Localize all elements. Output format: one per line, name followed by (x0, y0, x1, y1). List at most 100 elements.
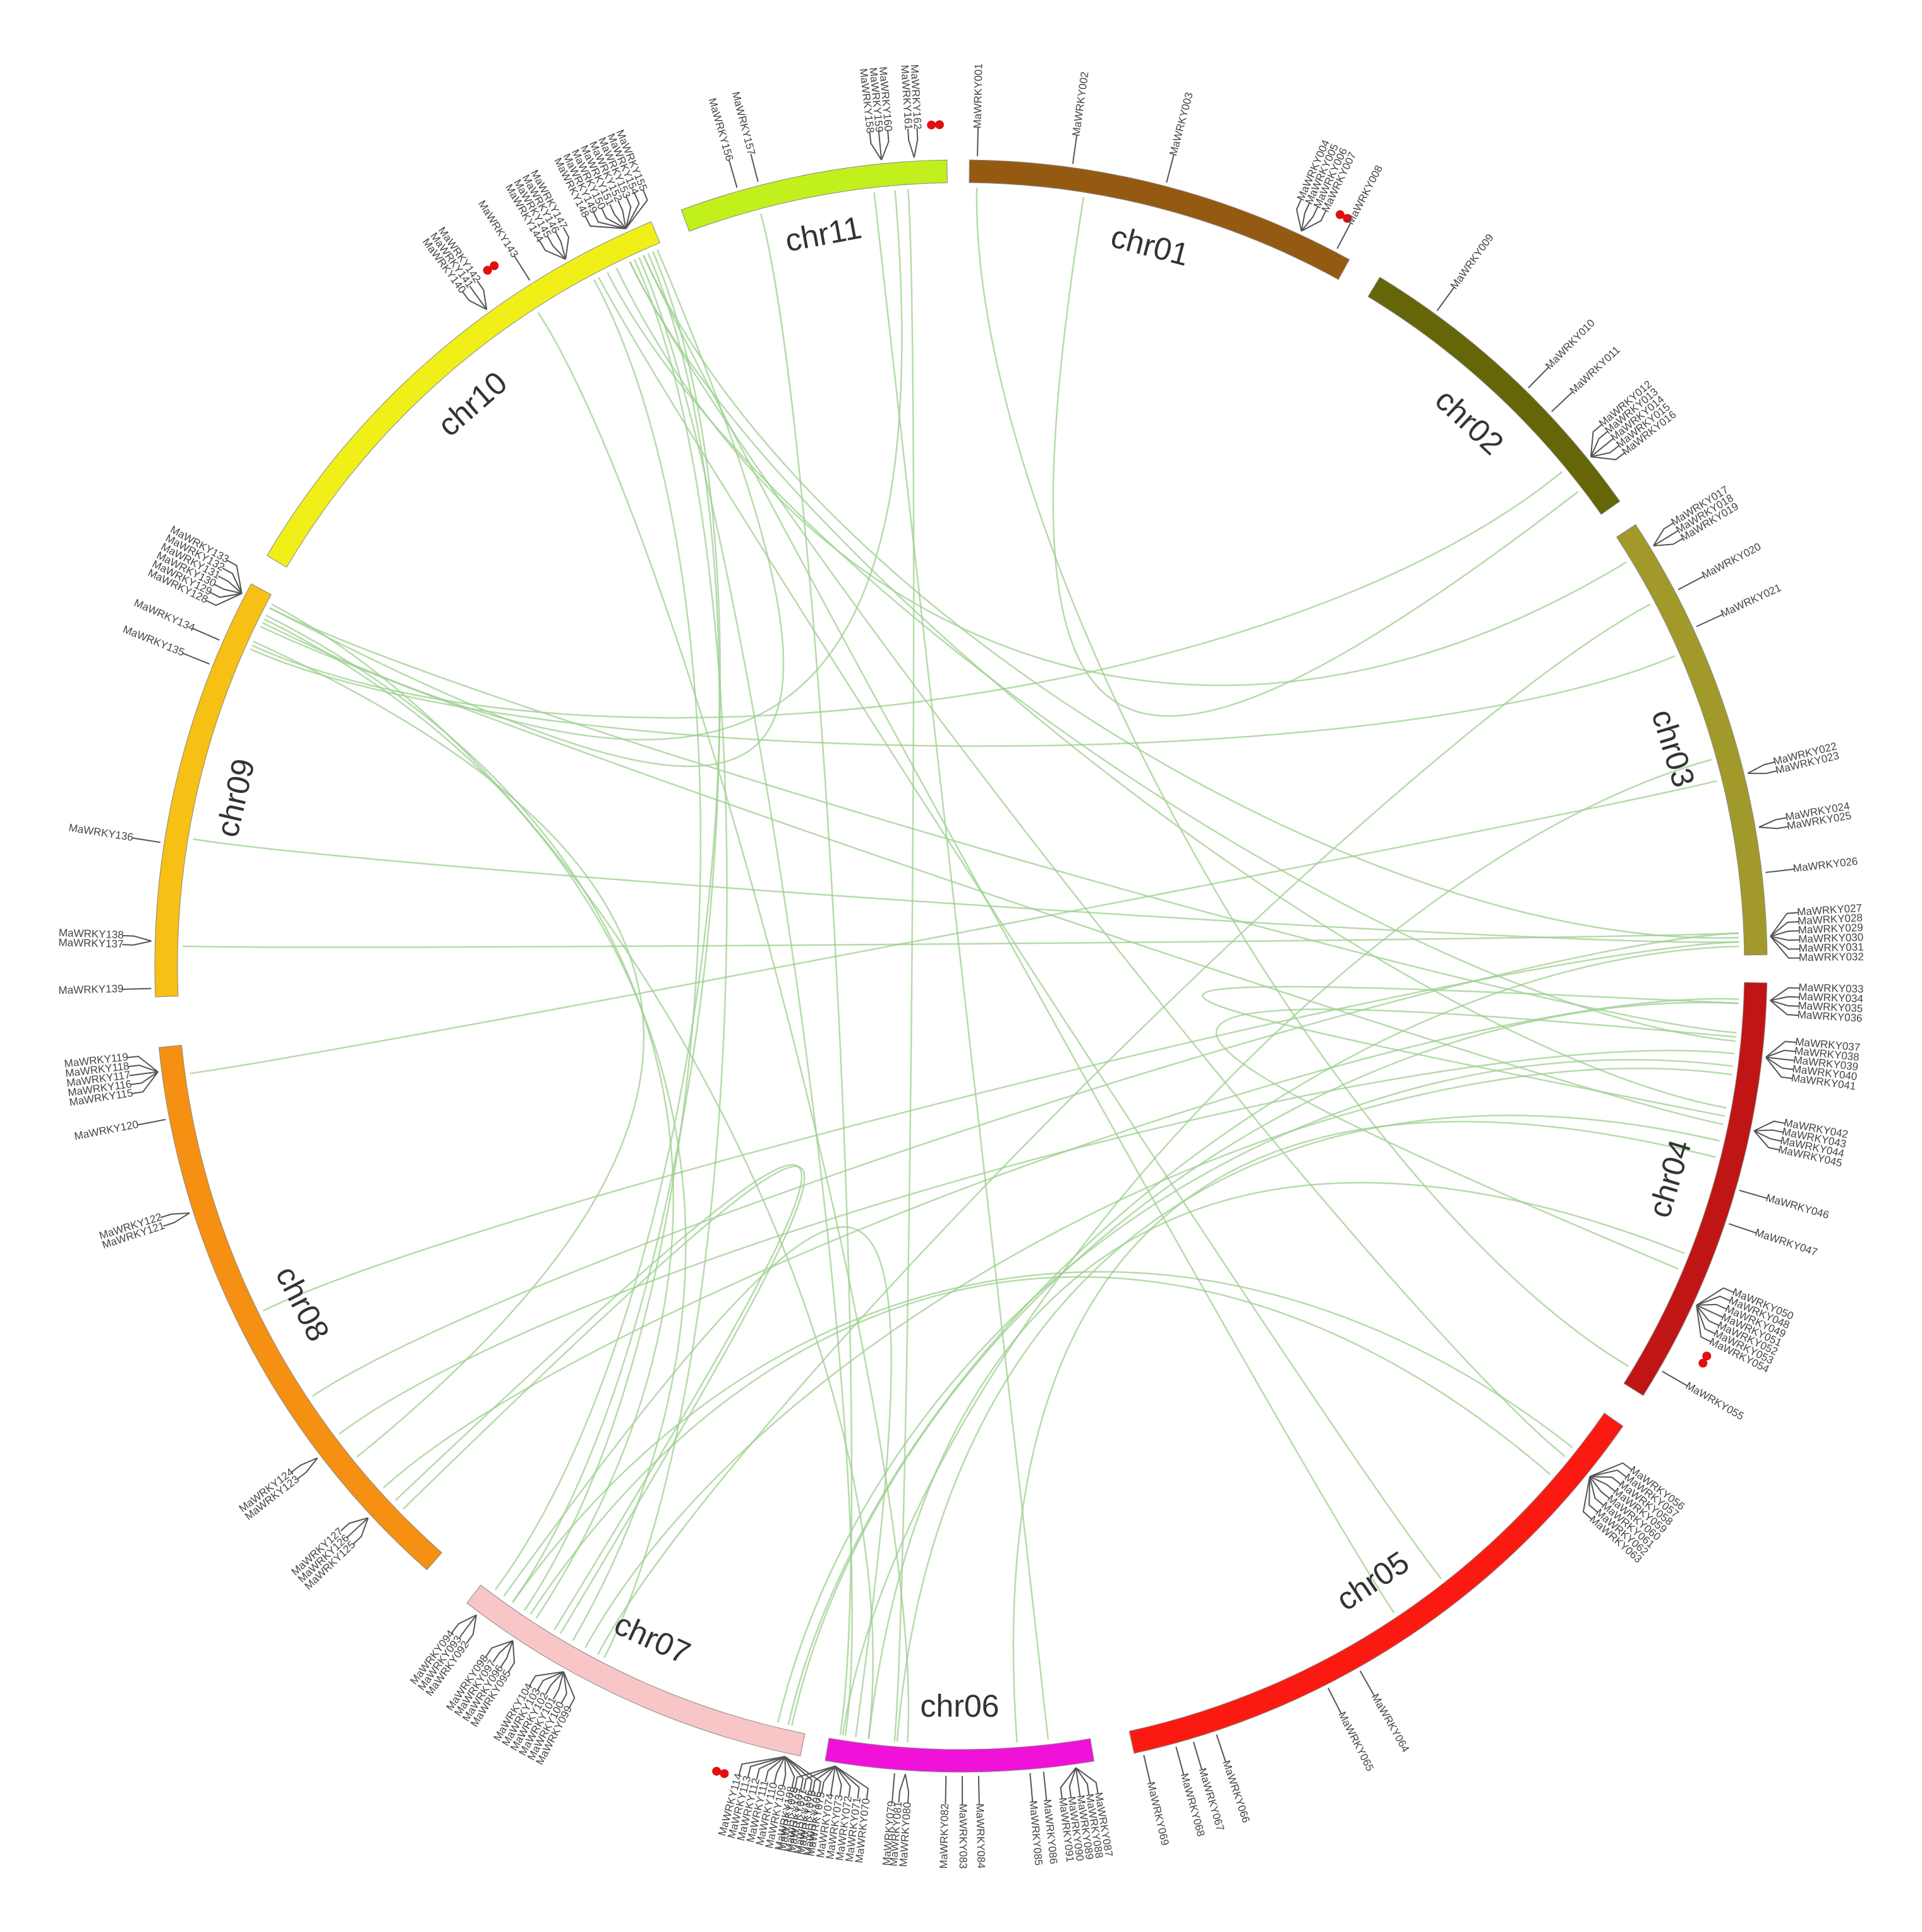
gene-tick (593, 211, 626, 229)
gene-tick (1770, 936, 1800, 941)
gene-tick (1770, 921, 1799, 937)
gene-tick (1765, 1041, 1797, 1058)
gene-tick (129, 1071, 159, 1077)
gene-tick (458, 1614, 477, 1639)
gene-tick (353, 1518, 369, 1545)
gene-tick (1589, 1462, 1633, 1478)
gene-tick (563, 1671, 576, 1708)
gene-label: MaWRKY029 (1798, 922, 1863, 936)
synteny-link (503, 1226, 892, 1737)
gene-tick (1696, 1305, 1716, 1335)
gene-tick (891, 1773, 895, 1802)
gene-tick (821, 1765, 836, 1794)
gene-tick (192, 627, 220, 641)
gene-tick (907, 128, 915, 158)
gene-tick (514, 255, 531, 281)
chromosome-band-chr02 (1367, 277, 1621, 515)
gene-tick (1739, 1190, 1768, 1199)
gene-tick (1770, 999, 1799, 1007)
gene-tick (492, 1640, 514, 1663)
synteny-link (791, 1001, 1739, 1726)
gene-label: MaWRKY083 (957, 1804, 969, 1869)
gene-tick (1754, 1129, 1784, 1133)
gene-tick (500, 1640, 514, 1668)
tandem-duplication-dot (927, 120, 936, 130)
gene-tick (547, 236, 566, 260)
gene-tick (812, 1765, 836, 1792)
gene-tick (1662, 1370, 1688, 1387)
chromosome-band-chr01 (969, 159, 1350, 281)
gene-label: MaWRKY046 (1765, 1192, 1830, 1221)
gene-tick (340, 1517, 368, 1531)
chromosome-band-chr11 (680, 159, 948, 232)
gene-tick (539, 240, 566, 260)
gene-tick (1075, 1767, 1099, 1794)
gene-tick (728, 159, 738, 188)
synteny-link (512, 1271, 1573, 1603)
gene-tick (1075, 1767, 1081, 1797)
gene-tick (625, 196, 632, 229)
gene-tick (222, 567, 243, 594)
gene-tick (784, 1756, 795, 1788)
gene-tick (1327, 1687, 1342, 1715)
gene-tick (461, 291, 487, 310)
gene-tick (1770, 930, 1799, 938)
synteny-link (494, 251, 722, 1590)
gene-label: MaWRKY120 (73, 1118, 140, 1142)
gene-label: MaWRKY139 (58, 982, 123, 996)
chromosome-band-chr08 (158, 1044, 443, 1571)
synteny-link (873, 192, 1049, 1740)
gene-tick (1029, 1773, 1034, 1802)
gene-tick (835, 1765, 860, 1799)
gene-tick (794, 1765, 836, 1789)
tandem-duplication-dot (712, 1766, 722, 1776)
gene-tick (485, 1639, 514, 1658)
chromosome-band-chr07 (466, 1585, 806, 1756)
gene-tick (869, 131, 883, 160)
gene-label: MaWRKY085 (1027, 1800, 1045, 1866)
gene-tick (1588, 1476, 1599, 1513)
gene-tick (1590, 431, 1609, 457)
gene-tick (834, 1766, 842, 1797)
synteny-link (777, 1059, 1733, 1723)
tandem-duplication-dot (1698, 1358, 1708, 1368)
gene-tick (1696, 1287, 1734, 1306)
gene-tick (803, 1765, 836, 1790)
synteny-link (643, 255, 1739, 939)
synteny-link (597, 603, 1651, 1655)
gene-label: MaWRKY157 (730, 90, 758, 156)
gene-tick (545, 1671, 564, 1696)
gene-tick (625, 193, 640, 229)
tandem-duplication-dot (934, 120, 944, 130)
gene-tick (1696, 1305, 1720, 1327)
gene-tick (1589, 1469, 1627, 1478)
gene-tick (163, 1212, 190, 1227)
gene-tick (296, 1457, 318, 1480)
gene-tick (1696, 1303, 1727, 1310)
gene-tick (1216, 1734, 1226, 1763)
gene-tick (1770, 912, 1799, 937)
gene-label: MaWRKY136 (68, 821, 134, 843)
chromosome-label: chr01 (1108, 219, 1193, 273)
synteny-link (1052, 197, 1579, 717)
gene-label: MaWRKY031 (1799, 941, 1864, 954)
gene-label: MaWRKY065 (1336, 1710, 1376, 1773)
gene-tick (1696, 613, 1724, 627)
gene-tick (128, 1065, 159, 1073)
gene-tick (756, 1756, 785, 1780)
gene-tick (562, 227, 570, 260)
synteny-link (760, 214, 853, 1736)
gene-tick (784, 1756, 821, 1793)
gene-label: MaWRKY032 (1799, 951, 1864, 963)
gene-label: MaWRKY010 (1543, 317, 1597, 372)
gene-tick (536, 1671, 564, 1691)
gene-label: MaWRKY033 (1798, 981, 1863, 995)
synteny-link (253, 641, 645, 1458)
gene-label: MaWRKY030 (1798, 931, 1864, 945)
tandem-duplication-dot (1343, 214, 1352, 223)
synteny-link (896, 1114, 1720, 1742)
synteny-link (262, 941, 1739, 1312)
chromosome-band-chr05 (1128, 1412, 1624, 1754)
gene-tick (913, 128, 919, 158)
gene-ticks (122, 127, 1800, 1806)
